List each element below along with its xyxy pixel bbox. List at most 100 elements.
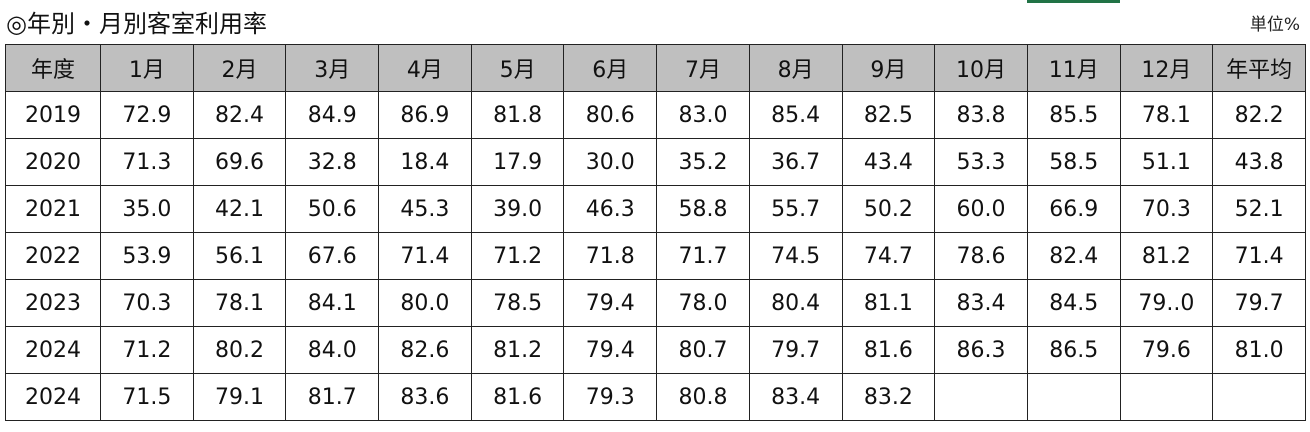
header-cell: 7月 xyxy=(656,44,750,92)
value-cell: 39.0 xyxy=(470,185,565,233)
empty-cell xyxy=(1212,373,1306,421)
header-cell: 4月 xyxy=(378,44,472,92)
value-cell: 83.0 xyxy=(656,91,750,139)
value-cell: 78.1 xyxy=(1119,91,1214,139)
value-cell: 81.8 xyxy=(470,91,565,139)
header-row: 年度 1月 2月 3月 4月 5月 6月 7月 8月 9月 10月 11月 12月 年平均 xyxy=(5,44,1306,92)
table-row: 2020 71.3 69.6 32.8 18.4 17.9 30.0 35.2 36.7 43.4… xyxy=(5,138,1306,186)
header-cell: 6月 xyxy=(563,44,658,92)
empty-cell xyxy=(934,373,1028,421)
value-cell: 82.2 xyxy=(1212,91,1306,139)
value-cell: 80.0 xyxy=(378,279,472,327)
value-cell: 58.5 xyxy=(1026,138,1121,186)
value-cell: 85.4 xyxy=(748,91,843,139)
value-cell: 80.2 xyxy=(192,326,287,374)
value-cell: 81.7 xyxy=(285,373,380,421)
value-cell: 81.6 xyxy=(470,373,565,421)
value-cell: 71.7 xyxy=(656,232,750,280)
value-cell: 79.3 xyxy=(563,373,658,421)
year-cell: 2019 xyxy=(5,91,101,139)
value-cell: 83.2 xyxy=(841,373,936,421)
value-cell: 55.7 xyxy=(748,185,843,233)
value-cell: 81.2 xyxy=(470,326,565,374)
value-cell: 79.7 xyxy=(1212,279,1306,327)
year-cell: 2021 xyxy=(5,185,101,233)
value-cell: 84.0 xyxy=(285,326,380,374)
empty-cell xyxy=(1119,373,1214,421)
value-cell: 32.8 xyxy=(285,138,380,186)
value-cell: 79.4 xyxy=(563,326,658,374)
value-cell: 80.6 xyxy=(563,91,658,139)
table-row: 2021 35.0 42.1 50.6 45.3 39.0 46.3 58.8 55.7 50.2… xyxy=(5,185,1306,233)
value-cell: 82.4 xyxy=(192,91,287,139)
header-cell: 9月 xyxy=(841,44,936,92)
value-cell: 86.9 xyxy=(378,91,472,139)
value-cell: 74.7 xyxy=(841,232,936,280)
value-cell: 83.6 xyxy=(378,373,472,421)
header-cell: 8月 xyxy=(748,44,843,92)
value-cell: 71.5 xyxy=(100,373,194,421)
value-cell: 71.4 xyxy=(378,232,472,280)
value-cell: 58.8 xyxy=(656,185,750,233)
value-cell: 83.8 xyxy=(934,91,1028,139)
header-cell: 年度 xyxy=(5,44,101,92)
value-cell: 84.9 xyxy=(285,91,380,139)
value-cell: 86.3 xyxy=(934,326,1028,374)
value-cell: 36.7 xyxy=(748,138,843,186)
value-cell: 82.5 xyxy=(841,91,936,139)
value-cell: 81.1 xyxy=(841,279,936,327)
value-cell: 74.5 xyxy=(748,232,843,280)
empty-cell xyxy=(1026,373,1121,421)
value-cell: 82.4 xyxy=(1026,232,1121,280)
value-cell: 81.6 xyxy=(841,326,936,374)
value-cell: 85.5 xyxy=(1026,91,1121,139)
value-cell: 81.0 xyxy=(1212,326,1306,374)
selection-indicator xyxy=(1027,0,1120,3)
value-cell: 50.6 xyxy=(285,185,380,233)
value-cell: 79..0 xyxy=(1119,279,1214,327)
table-row: 2023 70.3 78.1 84.1 80.0 78.5 79.4 78.0 80.4 81.1… xyxy=(5,279,1306,327)
value-cell: 86.5 xyxy=(1026,326,1121,374)
value-cell: 67.6 xyxy=(285,232,380,280)
occupancy-table: 年度 1月 2月 3月 4月 5月 6月 7月 8月 9月 10月 11月 12月 年平均 2019 72.… xyxy=(5,44,1306,421)
value-cell: 79.6 xyxy=(1119,326,1214,374)
value-cell: 66.9 xyxy=(1026,185,1121,233)
value-cell: 53.3 xyxy=(934,138,1028,186)
table-row: 2024 71.2 80.2 84.0 82.6 81.2 79.4 80.7 79.7 81.6… xyxy=(5,326,1306,374)
value-cell: 70.3 xyxy=(1119,185,1214,233)
value-cell: 79.1 xyxy=(192,373,287,421)
value-cell: 46.3 xyxy=(563,185,658,233)
value-cell: 78.6 xyxy=(934,232,1028,280)
value-cell: 42.1 xyxy=(192,185,287,233)
value-cell: 72.9 xyxy=(100,91,194,139)
value-cell: 71.3 xyxy=(100,138,194,186)
header-cell: 10月 xyxy=(934,44,1028,92)
value-cell: 79.4 xyxy=(563,279,658,327)
header-cell: 11月 xyxy=(1026,44,1121,92)
year-cell: 2023 xyxy=(5,279,101,327)
value-cell: 83.4 xyxy=(934,279,1028,327)
table-row: 2024 71.5 79.1 81.7 83.6 81.6 79.3 80.8 83.4 83.2 xyxy=(5,373,1306,421)
year-cell: 2022 xyxy=(5,232,101,280)
value-cell: 70.3 xyxy=(100,279,194,327)
value-cell: 52.1 xyxy=(1212,185,1306,233)
header-cell: 年平均 xyxy=(1212,44,1306,92)
value-cell: 82.6 xyxy=(378,326,472,374)
year-cell: 2024 xyxy=(5,326,101,374)
value-cell: 71.2 xyxy=(100,326,194,374)
year-cell: 2020 xyxy=(5,138,101,186)
value-cell: 51.1 xyxy=(1119,138,1214,186)
value-cell: 80.7 xyxy=(656,326,750,374)
value-cell: 30.0 xyxy=(563,138,658,186)
value-cell: 69.6 xyxy=(192,138,287,186)
title: ◎年別・月別客室利用率 xyxy=(6,10,267,38)
value-cell: 81.2 xyxy=(1119,232,1214,280)
value-cell: 71.2 xyxy=(470,232,565,280)
value-cell: 80.4 xyxy=(748,279,843,327)
value-cell: 84.5 xyxy=(1026,279,1121,327)
value-cell: 56.1 xyxy=(192,232,287,280)
year-cell: 2024 xyxy=(5,373,101,421)
value-cell: 35.2 xyxy=(656,138,750,186)
value-cell: 18.4 xyxy=(378,138,472,186)
